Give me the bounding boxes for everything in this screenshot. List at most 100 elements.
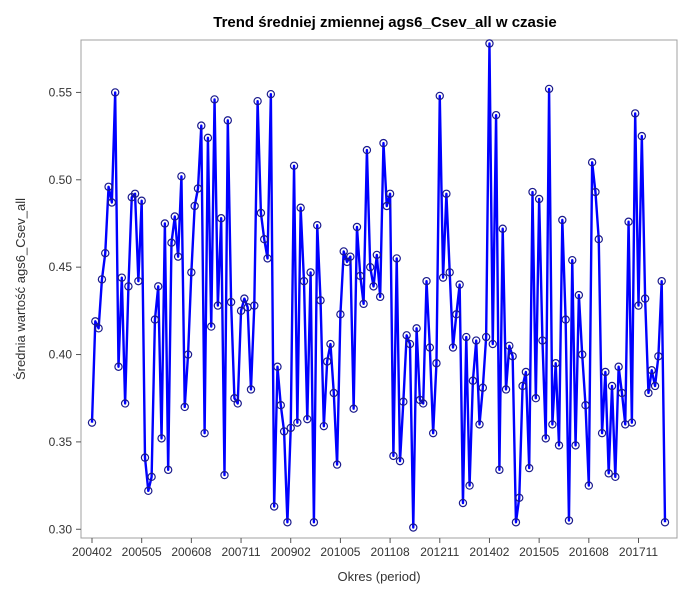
data-point: [405, 339, 415, 349]
data-point: [485, 39, 494, 48]
data-point: [392, 254, 401, 263]
data-point: [534, 194, 544, 204]
data-point: [207, 322, 216, 331]
data-point: [657, 276, 666, 286]
data-point: [604, 469, 613, 478]
data-point: [332, 460, 342, 469]
data-markers: [87, 39, 670, 532]
data-point: [548, 420, 557, 429]
data-point: [120, 399, 130, 408]
data-point: [117, 273, 127, 282]
data-point: [200, 428, 209, 438]
data-point: [465, 481, 474, 490]
data-point: [468, 376, 478, 385]
data-point: [336, 310, 345, 319]
data-point: [140, 453, 150, 462]
data-point: [521, 367, 531, 377]
data-point: [432, 359, 441, 368]
data-point: [478, 383, 488, 392]
data-point: [250, 301, 259, 310]
data-point: [97, 275, 107, 284]
x-tick-label: 200402: [72, 545, 112, 559]
data-point: [611, 472, 620, 482]
data-point: [190, 201, 199, 211]
data-point: [197, 121, 206, 130]
data-point: [309, 518, 319, 527]
data-point: [544, 84, 554, 94]
data-point: [263, 254, 272, 263]
y-axis: 0.30 0.35 0.40 0.45 0.50 0.55: [49, 85, 81, 536]
data-point: [495, 465, 504, 475]
x-axis-label: Okres (period): [337, 569, 420, 584]
data-point: [412, 324, 421, 333]
data-point: [571, 441, 580, 450]
x-tick-label: 200505: [122, 545, 162, 559]
data-point: [452, 310, 461, 319]
data-point: [425, 343, 435, 352]
data-point: [130, 189, 140, 198]
data-point: [356, 271, 365, 281]
data-point: [617, 388, 627, 398]
data-point: [375, 292, 385, 302]
data-point: [293, 418, 302, 427]
x-tick-label: 201711: [619, 545, 658, 559]
data-point: [134, 276, 143, 286]
data-point: [203, 133, 213, 143]
x-axis: 200402 200505 200608 200711 200902 201005 2011…: [72, 538, 658, 559]
y-tick-label: 0.30: [49, 522, 73, 536]
data-point: [385, 189, 395, 198]
data-point: [591, 187, 600, 197]
x-tick-label: 201608: [569, 545, 609, 559]
data-point: [349, 404, 358, 413]
data-point: [233, 399, 242, 408]
data-point: [124, 282, 133, 291]
data-point: [114, 362, 123, 371]
data-point: [581, 401, 590, 410]
data-point: [501, 385, 511, 394]
data-point: [654, 352, 663, 361]
data-point: [462, 332, 471, 342]
data-point: [518, 381, 527, 391]
data-point: [395, 456, 405, 466]
data-point: [339, 247, 348, 256]
data-point: [472, 336, 481, 345]
data-point: [438, 273, 448, 282]
data-point: [458, 498, 468, 508]
data-point: [614, 362, 623, 371]
data-point: [382, 201, 391, 211]
data-point: [266, 89, 276, 99]
y-tick-label: 0.40: [49, 348, 73, 362]
data-point: [359, 299, 368, 309]
data-point: [306, 268, 315, 277]
data-point: [448, 343, 458, 352]
data-point: [442, 189, 451, 198]
data-point: [107, 198, 117, 207]
y-tick-label: 0.50: [49, 173, 73, 187]
data-point: [637, 131, 647, 141]
data-point: [346, 252, 355, 261]
data-point: [319, 421, 329, 431]
data-point: [269, 502, 279, 511]
data-point: [299, 276, 309, 286]
data-point: [528, 187, 537, 197]
data-point: [561, 315, 570, 324]
data-point: [286, 423, 295, 433]
data-point: [167, 238, 176, 247]
data-point: [538, 336, 547, 345]
data-point: [650, 381, 660, 391]
x-tick-label: 200608: [171, 545, 211, 559]
y-tick-label: 0.45: [49, 260, 73, 274]
data-point: [624, 217, 633, 226]
series-line: [90, 42, 667, 529]
data-point: [362, 145, 372, 155]
data-point: [498, 224, 507, 233]
data-point: [213, 301, 223, 310]
data-point: [578, 350, 587, 359]
data-point: [660, 518, 670, 527]
data-point: [597, 428, 607, 438]
data-point: [525, 463, 534, 473]
data-point: [475, 420, 484, 429]
data-point: [170, 212, 179, 221]
data-point: [515, 493, 524, 503]
